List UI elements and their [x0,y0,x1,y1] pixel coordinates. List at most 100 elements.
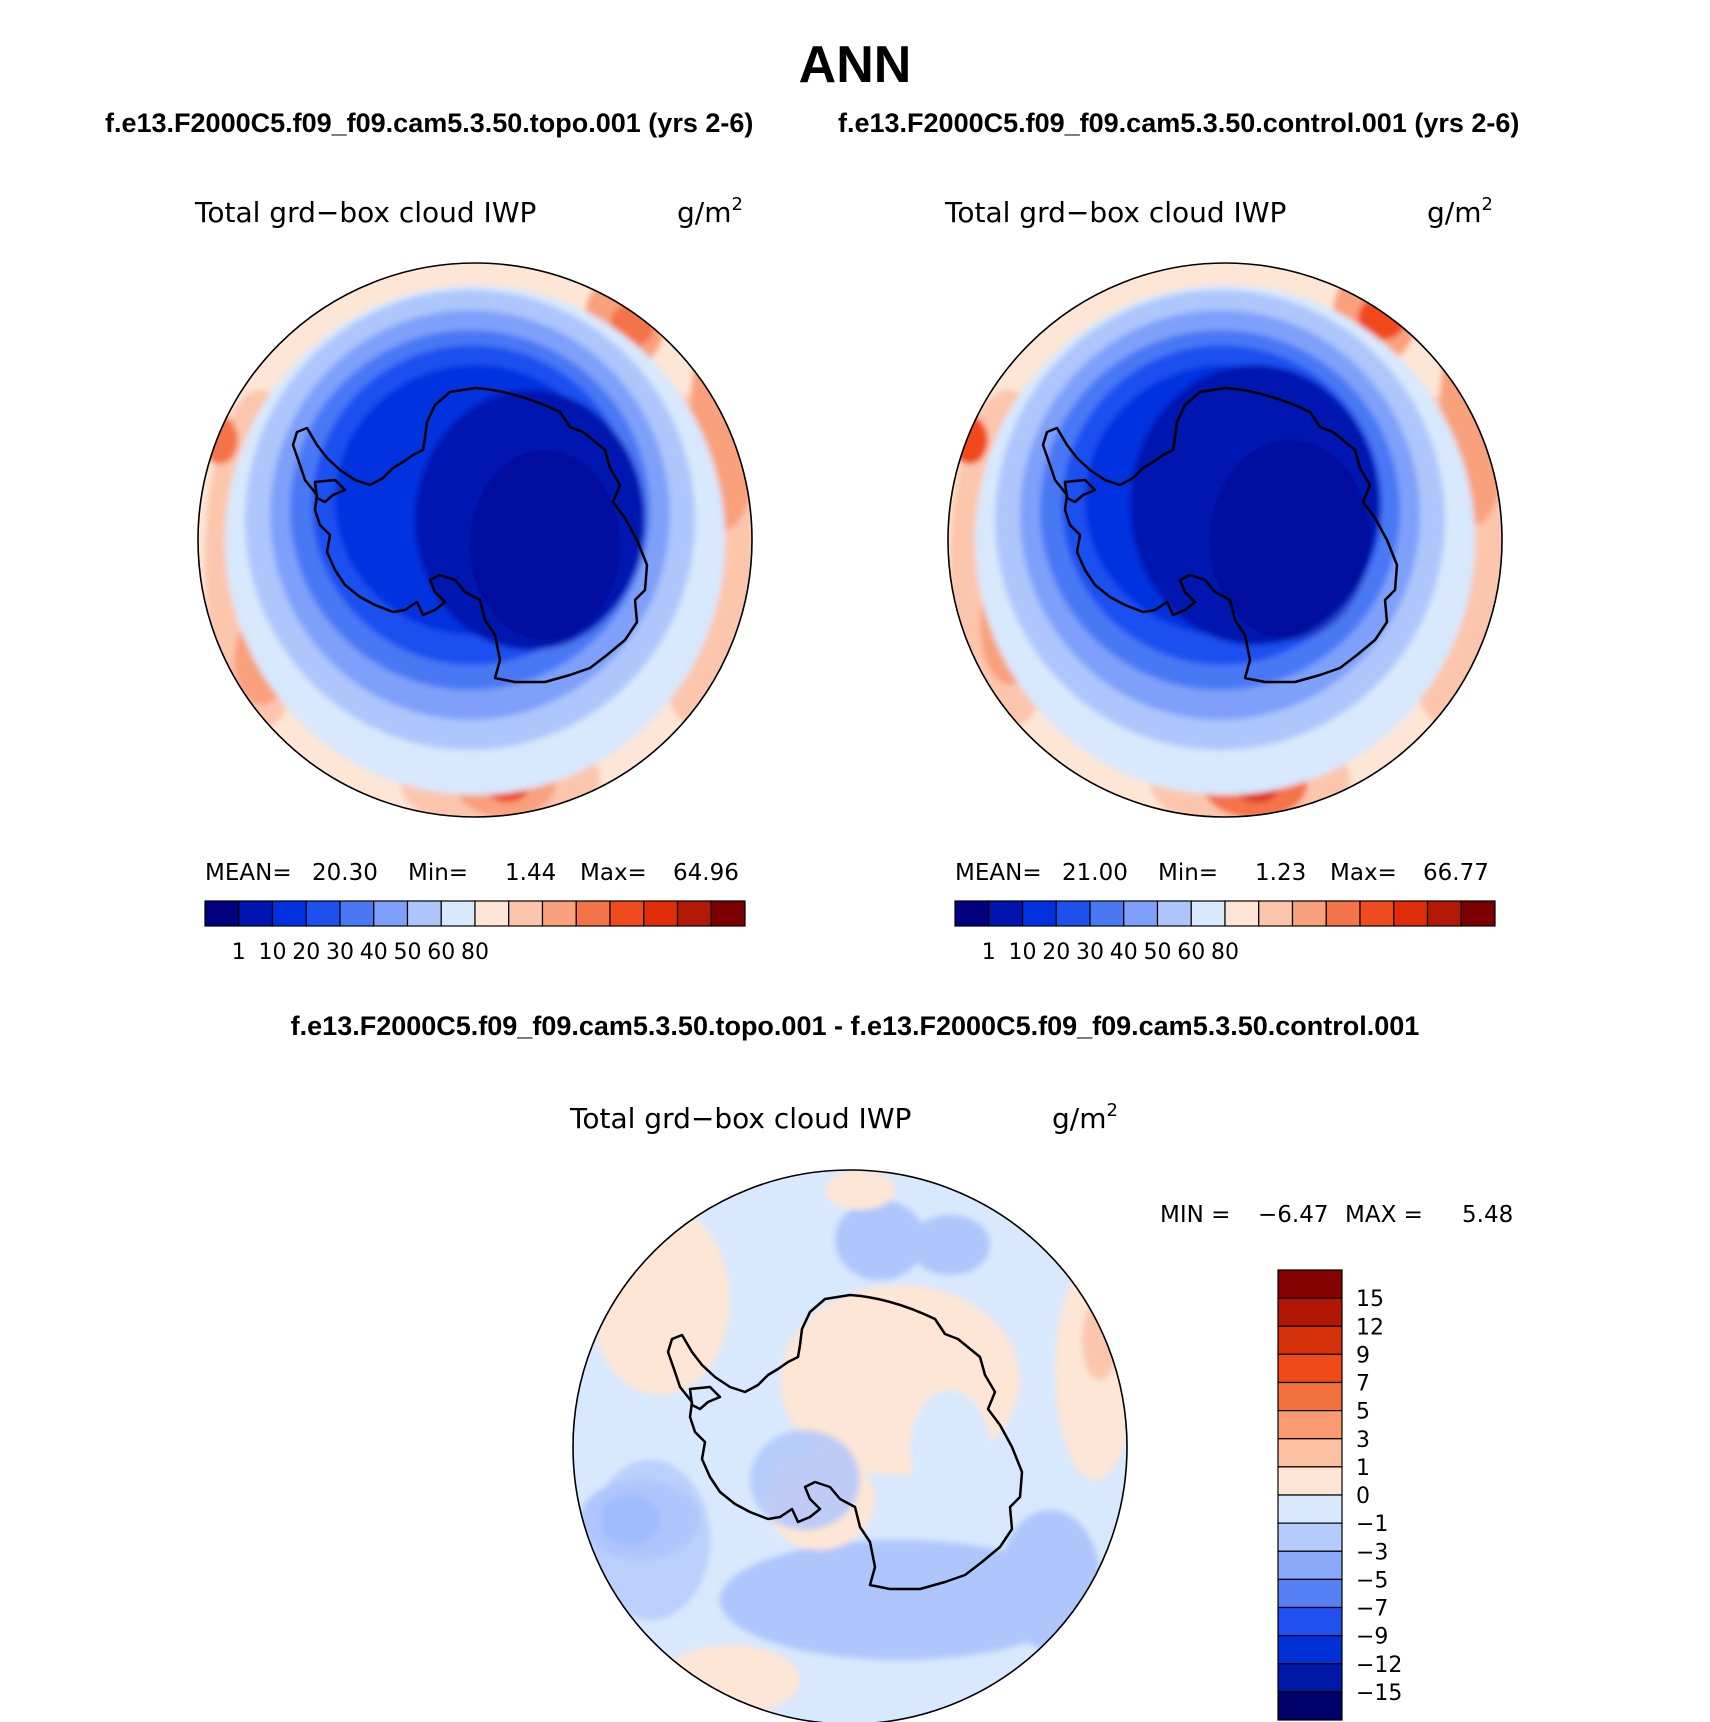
colorbar-control-swatch [1123,900,1159,927]
colorbar-control-tick-label: 1 [982,940,996,965]
colorbar-topo-swatch [204,900,240,927]
colorbar-difference-tick-label: 0 [1356,1484,1370,1509]
colorbar-control-swatch [1393,900,1429,927]
panel-control: Total grd−box cloud IWP g/m2 [944,194,1503,965]
figure-title: ANN [799,36,912,94]
map-topo-border [197,262,753,818]
colorbar-topo-swatch [609,900,645,927]
colorbar-topo-tick-label: 80 [461,940,489,965]
panel-difference: f.e13.F2000C5.f09_f09.cam5.3.50.topo.001… [291,1011,1513,1722]
colorbar-difference-swatch [1277,1522,1343,1552]
map-topo [198,263,752,817]
colorbar-control-swatch [1190,900,1226,927]
colorbar-topo-swatch [339,900,375,927]
panel-topo-stats: MEAN= 20.30 Min= 1.44 Max= 64.96 [205,860,739,886]
colorbar-control-swatch [1291,900,1327,927]
colorbar-difference-swatch [1277,1438,1343,1468]
colorbar-difference-tick-label: 7 [1356,1372,1370,1397]
panel-right-case-title: f.e13.F2000C5.f09_f09.cam5.3.50.control.… [838,108,1519,138]
colorbar-difference-tick-label: −5 [1356,1568,1388,1593]
colorbar-control-swatch [1426,900,1462,927]
colorbar-topo-swatch [305,900,341,927]
map-difference [573,1170,1127,1722]
colorbar-difference-tick-label: −1 [1356,1512,1388,1537]
colorbar-topo-tick-label: 60 [427,940,455,965]
colorbar-topo: 1 10 20 30 40 50 60 80 [204,900,746,965]
colorbar-topo-swatch [541,900,577,927]
panel-control-stats: MEAN= 21.00 Min= 1.23 Max= 66.77 [955,860,1489,886]
colorbar-topo-swatch [676,900,712,927]
colorbar-difference-swatch [1277,1325,1343,1355]
panel-topo-units: g/m2 [677,194,743,229]
colorbar-difference-tick-label: −15 [1356,1681,1402,1706]
colorbar-difference-tick-label: −12 [1356,1653,1402,1678]
colorbar-topo-swatch [238,900,274,927]
colorbar-difference-swatch [1277,1663,1343,1693]
colorbar-topo-swatch [643,900,679,927]
colorbar-difference-tick-label: 9 [1356,1343,1370,1368]
colorbar-topo-swatch [373,900,409,927]
map-difference-border [572,1169,1128,1722]
colorbar-difference-swatch [1277,1410,1343,1440]
colorbar-difference-swatch [1277,1606,1343,1637]
colorbar-difference-swatch [1277,1550,1343,1580]
colorbar-topo-tick-label: 10 [259,940,287,965]
colorbar-difference-swatch [1277,1635,1343,1665]
colorbar-difference-tick-label: 1 [1356,1456,1370,1481]
colorbar-difference-tick-label: 15 [1356,1287,1384,1312]
colorbar-topo-tick-label: 50 [394,940,422,965]
colorbar-control-tick-label: 30 [1076,940,1104,965]
panel-topo-variable: Total grd−box cloud IWP [194,196,536,229]
colorbar-difference-tick-label: −9 [1356,1625,1388,1650]
difference-units: g/m2 [1052,1100,1118,1135]
colorbar-topo-swatch [440,900,476,927]
colorbar-difference-swatch [1277,1297,1343,1327]
colorbar-control-swatch [1460,900,1496,927]
map-control-border [947,262,1503,818]
colorbar-control-tick-label: 20 [1042,940,1070,965]
colorbar-difference-tick-label: 12 [1356,1315,1384,1340]
colorbar-difference-swatch [1277,1353,1343,1384]
colorbar-topo-tick-label: 1 [232,940,246,965]
colorbar-control-swatch [1089,900,1125,927]
colorbar-control-swatch [954,900,990,927]
colorbar-control-swatch [1055,900,1091,927]
colorbar-difference-tick-label: 3 [1356,1428,1370,1453]
colorbar-difference: 15 12 9 7 5 3 1 0 −1 −3 −5 −7 −9 −12 −15 [1277,1269,1402,1721]
colorbar-control-swatch [988,900,1024,927]
difference-stats: MIN = −6.47 MAX = 5.48 [1160,1202,1513,1228]
colorbar-difference-swatch [1277,1466,1343,1496]
colorbar-topo-tick-label: 20 [292,940,320,965]
colorbar-topo-swatch [271,900,307,927]
panel-topo: Total grd−box cloud IWP g/m2 [194,194,753,965]
colorbar-control-swatch [1021,900,1057,927]
colorbar-control-swatch [1325,900,1361,927]
colorbar-topo-swatch [710,900,746,927]
colorbar-difference-swatch [1277,1691,1343,1721]
colorbar-control-tick-label: 10 [1009,940,1037,965]
difference-title: f.e13.F2000C5.f09_f09.cam5.3.50.topo.001… [291,1011,1420,1041]
panel-left-case-title: f.e13.F2000C5.f09_f09.cam5.3.50.topo.001… [105,108,753,138]
colorbar-difference-tick-label: −3 [1356,1540,1388,1565]
colorbar-topo-swatch [575,900,611,927]
colorbar-control: 1 10 20 30 40 50 60 80 [954,900,1496,965]
colorbar-topo-swatch [508,900,544,927]
colorbar-topo-swatch [406,900,442,927]
colorbar-control-tick-label: 80 [1211,940,1239,965]
colorbar-difference-swatch [1277,1269,1343,1299]
colorbar-control-swatch [1258,900,1294,927]
colorbar-difference-swatch [1277,1381,1343,1412]
colorbar-control-tick-label: 50 [1144,940,1172,965]
panel-control-units: g/m2 [1427,194,1493,229]
colorbar-control-tick-label: 60 [1177,940,1205,965]
colorbar-control-tick-label: 40 [1110,940,1138,965]
colorbar-difference-swatch [1277,1494,1343,1524]
colorbar-topo-tick-label: 40 [360,940,388,965]
panel-control-variable: Total grd−box cloud IWP [944,196,1286,229]
colorbar-control-swatch [1224,900,1260,927]
colorbar-difference-tick-label: 5 [1356,1400,1370,1425]
colorbar-topo-swatch [474,900,510,927]
colorbar-control-swatch [1156,900,1192,927]
map-control [948,263,1502,817]
